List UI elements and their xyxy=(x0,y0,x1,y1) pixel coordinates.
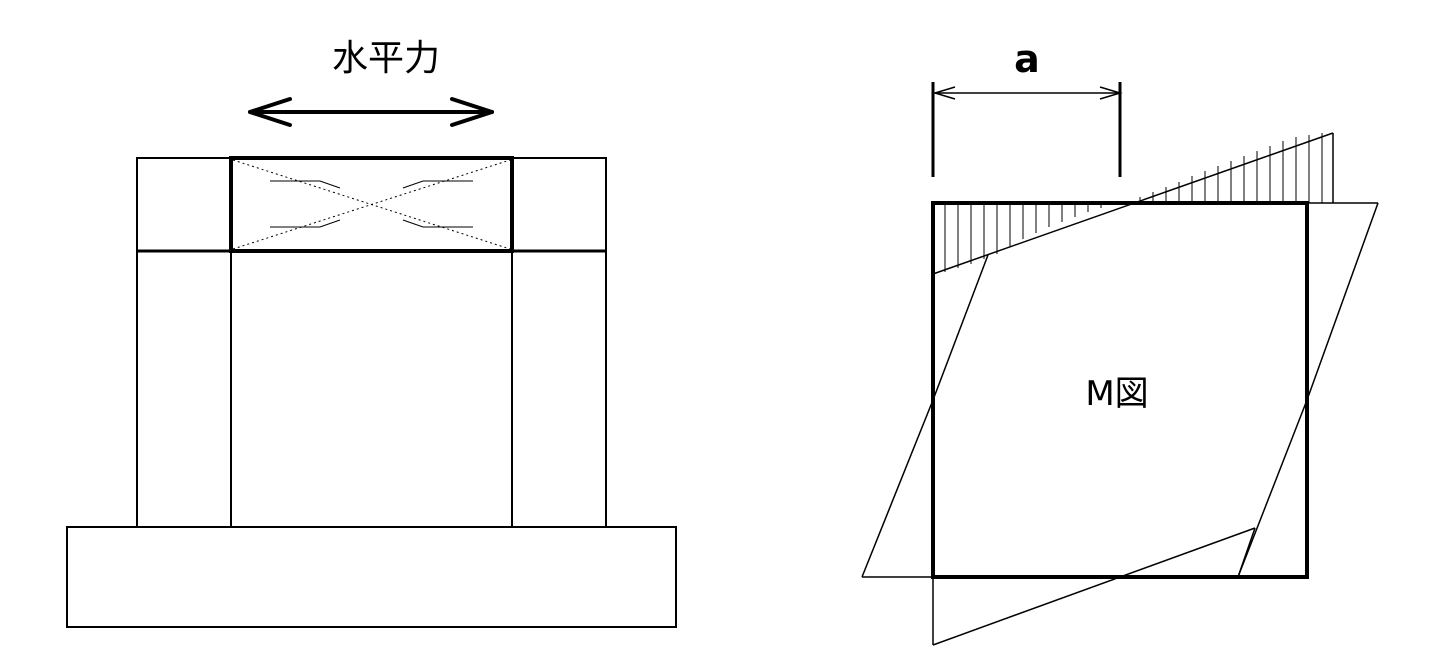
left-frame-diagram: 水平力 xyxy=(66,38,677,628)
moment-lines xyxy=(861,132,1379,646)
dimension-label-a: a xyxy=(1014,37,1040,81)
left-column xyxy=(136,157,232,528)
frame-square xyxy=(931,201,1309,579)
moment-diagram-label: M図 xyxy=(1085,374,1148,414)
beam-bracing-lines xyxy=(232,159,511,250)
double-arrow-icon xyxy=(248,97,494,127)
horizontal-force-label: 水平力 xyxy=(332,38,440,79)
dimension-arrow-icon xyxy=(932,86,1123,100)
right-moment-diagram: a xyxy=(861,37,1379,646)
foundation-base xyxy=(66,526,677,628)
right-column xyxy=(511,157,607,528)
beam-element xyxy=(229,156,514,253)
center-wall-panel xyxy=(230,250,513,528)
